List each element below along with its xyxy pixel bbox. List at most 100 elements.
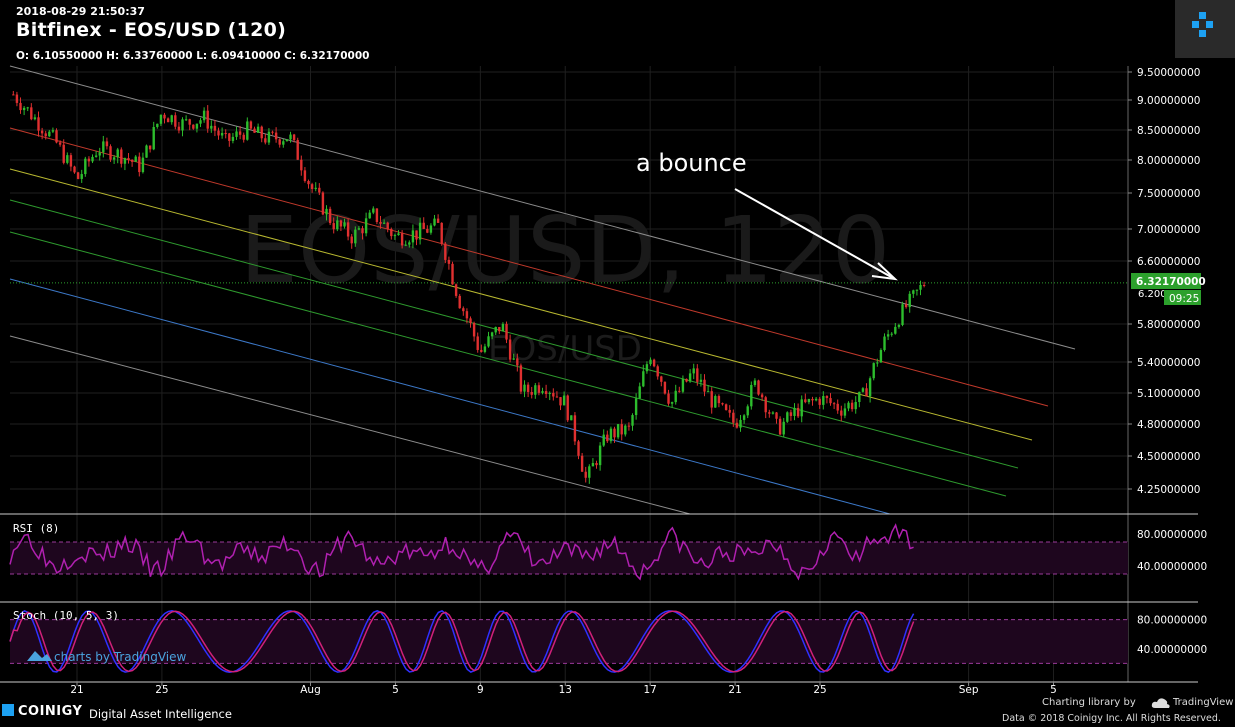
candle-body-186 — [681, 378, 685, 392]
candle-body-89 — [332, 223, 335, 230]
price-tick-label-0: 9.50000000 — [1137, 67, 1200, 79]
candle-body-33 — [130, 159, 134, 162]
candle-body-134 — [494, 326, 497, 333]
channel-line-0 — [9, 65, 1076, 350]
stoch-tick-label-0: 80.00000000 — [1137, 615, 1207, 627]
candle-body-154 — [566, 395, 569, 421]
coinigy-logo-icon[interactable] — [1175, 0, 1235, 58]
candle-body-201 — [735, 422, 739, 428]
candle-body-106 — [393, 235, 397, 237]
x-tick-label-1: 25 — [155, 684, 168, 696]
charts-by-tradingview-link[interactable]: charts by TradingView — [54, 650, 187, 664]
candle-body-59 — [224, 133, 227, 135]
rsi-title: RSI (8) — [13, 522, 59, 535]
candle-body-241 — [879, 350, 883, 363]
price-tick-label-4: 7.50000000 — [1137, 188, 1200, 200]
candle-body-95 — [354, 229, 357, 244]
candle-body-146 — [537, 385, 541, 393]
candle-body-49 — [188, 119, 191, 125]
candle-body-168 — [616, 424, 620, 438]
candle-body-162 — [595, 463, 598, 466]
price-tick-label-8: 5.40000000 — [1137, 357, 1200, 369]
candle-body-136 — [501, 323, 505, 332]
x-tick-label-3: 5 — [392, 684, 399, 696]
candle-body-200 — [732, 412, 735, 423]
candle-body-81 — [303, 170, 307, 181]
channel-line-4 — [9, 231, 1007, 497]
candle-body-14 — [62, 144, 65, 163]
candle-body-202 — [739, 419, 742, 428]
candle-body-143 — [526, 384, 530, 393]
candle-body-135 — [498, 326, 501, 332]
candle-body-83 — [310, 184, 314, 190]
candle-body-85 — [318, 187, 321, 193]
candle-body-37 — [145, 145, 148, 158]
stoch-title: Stoch (10, 5, 3) — [13, 609, 119, 622]
candle-body-151 — [555, 396, 559, 398]
candle-body-42 — [163, 114, 166, 119]
candle-body-39 — [152, 126, 155, 150]
candle-body-152 — [559, 397, 562, 406]
candle-body-80 — [300, 159, 303, 171]
candle-body-29 — [116, 149, 119, 158]
candle-body-214 — [782, 421, 785, 435]
candle-body-88 — [328, 208, 332, 224]
candle-body-9 — [44, 133, 47, 137]
candlestick-series — [12, 90, 926, 484]
candle-body-16 — [69, 155, 73, 167]
candle-body-44 — [170, 115, 173, 123]
candle-body-109 — [404, 244, 407, 246]
x-tick-label-0: 21 — [70, 684, 83, 696]
stoch-panel: 80.00000000 40.00000000 — [9, 609, 1207, 673]
candle-body-43 — [166, 118, 170, 123]
channel-line-1 — [9, 127, 1049, 407]
candle-body-166 — [609, 428, 613, 442]
candle-body-110 — [408, 242, 411, 245]
candle-body-28 — [112, 157, 116, 160]
candle-body-224 — [818, 398, 821, 405]
candle-body-218 — [796, 407, 800, 417]
candle-body-73 — [274, 132, 278, 140]
x-tick-label-5: 13 — [559, 684, 572, 696]
candle-body-115 — [426, 228, 429, 233]
x-axis: 2125Aug5913172125Sep515 — [70, 682, 1057, 696]
axes: 9.50000000 9.00000000 8.50000000 8.00000000… — [0, 66, 1200, 683]
candle-body-221 — [807, 398, 811, 403]
candle-body-32 — [127, 158, 130, 160]
candle-body-174 — [638, 386, 641, 399]
candle-body-4 — [26, 107, 29, 109]
tradingview-link[interactable]: TradingView — [1173, 697, 1234, 708]
candle-body-94 — [350, 236, 353, 244]
candle-body-68 — [256, 126, 260, 133]
candle-body-127 — [469, 318, 472, 324]
candle-body-69 — [260, 126, 263, 139]
price-tick-label-5: 7.00000000 — [1137, 224, 1200, 236]
candle-body-131 — [483, 346, 487, 352]
candle-body-209 — [764, 397, 767, 413]
candle-body-248 — [904, 304, 908, 308]
candle-body-220 — [804, 399, 807, 403]
annotation-text: a bounce — [636, 149, 747, 177]
candle-body-245 — [894, 326, 897, 334]
candle-body-79 — [296, 140, 299, 160]
x-tick-label-9: Sep — [959, 684, 979, 696]
candle-body-230 — [840, 410, 843, 416]
candle-body-103 — [382, 222, 386, 224]
candle-body-240 — [876, 362, 879, 364]
candle-body-117 — [433, 218, 436, 226]
candle-body-212 — [775, 412, 778, 419]
candle-body-104 — [386, 222, 389, 230]
candle-body-173 — [634, 398, 638, 416]
candle-body-87 — [325, 208, 328, 215]
candle-body-23 — [94, 155, 98, 157]
candle-body-48 — [184, 119, 188, 121]
channel-line-3 — [9, 199, 1019, 469]
candle-body-147 — [541, 391, 544, 393]
price-tick-label-2: 8.50000000 — [1137, 125, 1200, 137]
candle-body-24 — [98, 152, 101, 156]
candle-body-171 — [627, 425, 631, 427]
candle-body-105 — [390, 229, 393, 237]
candle-body-226 — [825, 395, 829, 399]
candle-body-175 — [642, 371, 645, 387]
